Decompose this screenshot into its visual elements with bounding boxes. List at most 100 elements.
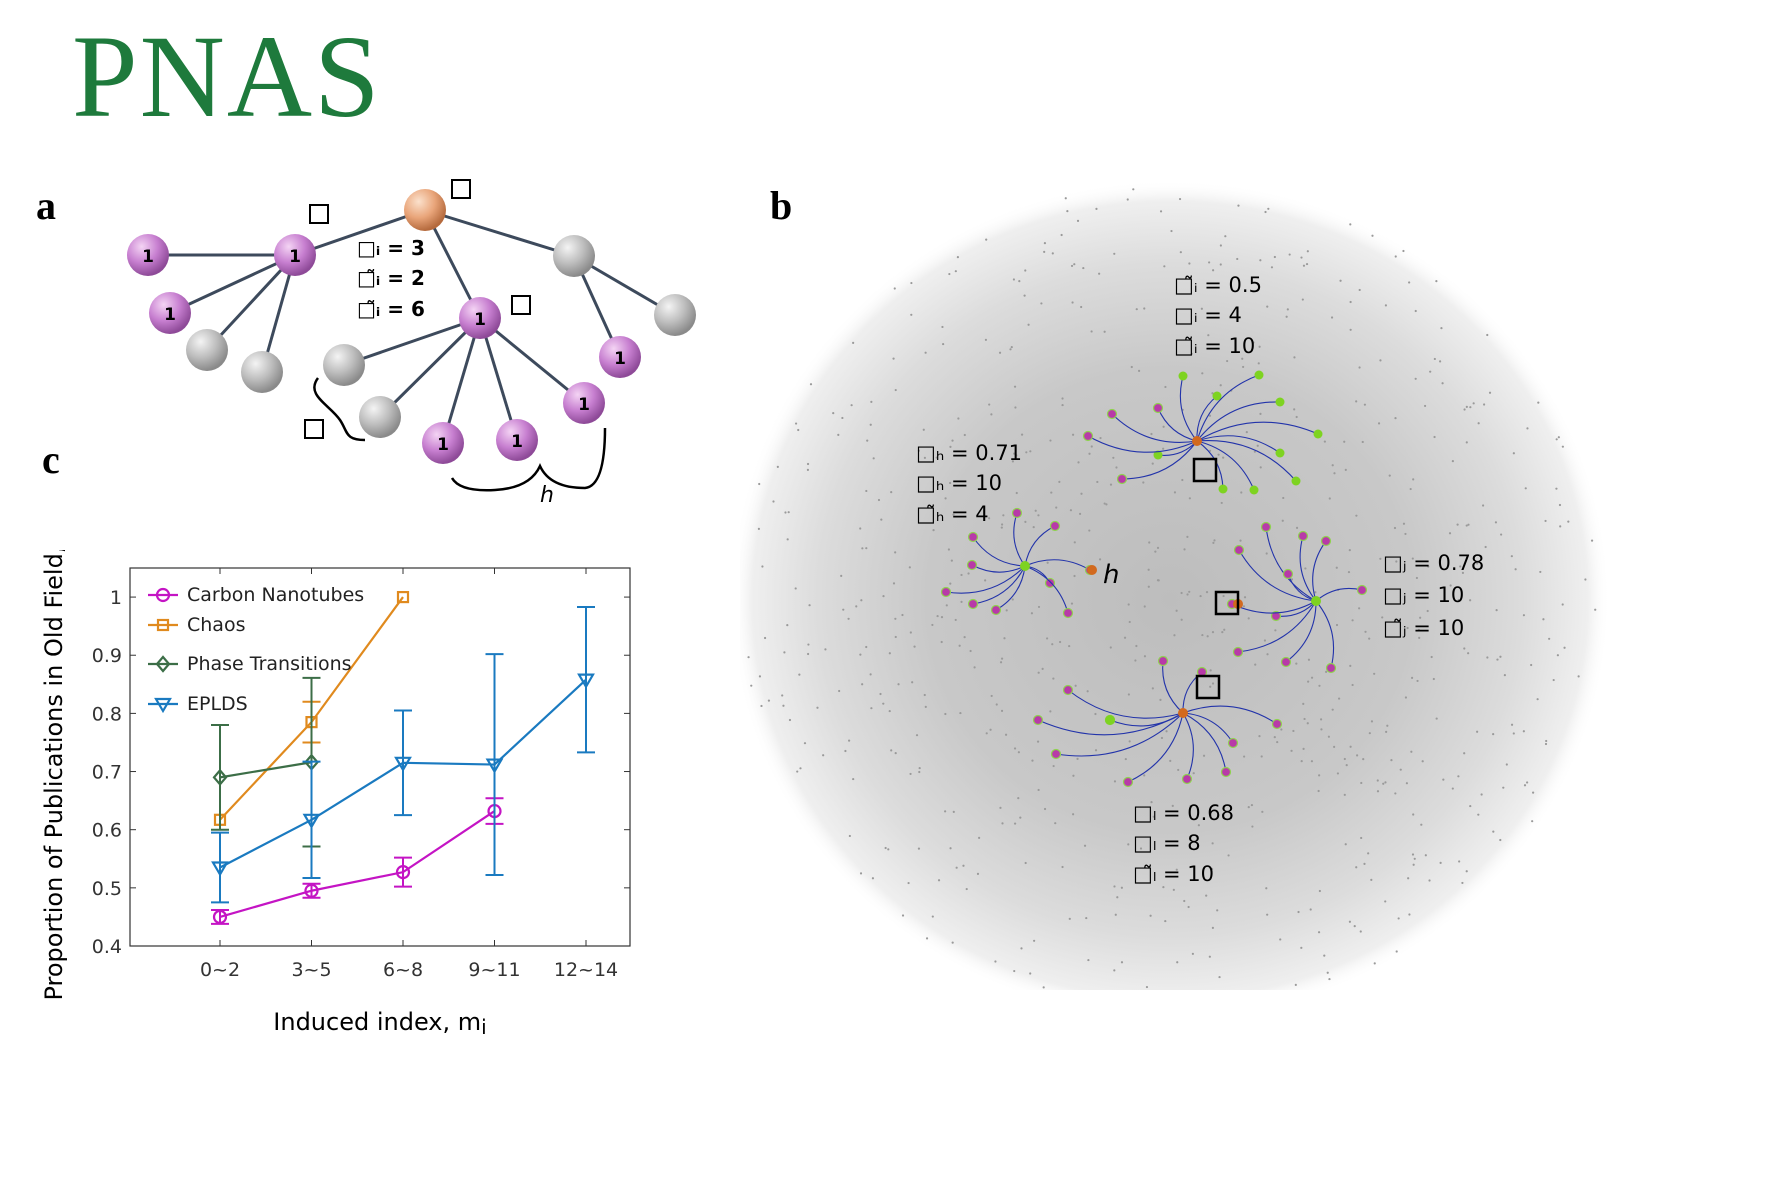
- speckle: [994, 960, 997, 963]
- speckle: [1263, 639, 1267, 642]
- speckle: [1120, 961, 1124, 964]
- speckle: [803, 742, 807, 745]
- magenta-leaf: [966, 559, 978, 571]
- speckle: [1300, 256, 1303, 259]
- speckle: [1495, 609, 1498, 612]
- panel-letter-c: c: [42, 437, 60, 482]
- speckle: [1426, 609, 1429, 613]
- speckle: [1258, 345, 1261, 348]
- speckle: [1001, 822, 1004, 825]
- speckle: [1363, 403, 1367, 406]
- speckle: [1379, 359, 1382, 362]
- brace-left: [313, 377, 366, 442]
- speckle: [908, 566, 911, 569]
- speckle: [1086, 690, 1089, 693]
- speckle: [1259, 259, 1262, 262]
- speckle: [837, 433, 840, 436]
- speckle: [1448, 532, 1452, 535]
- purple-node: 1: [599, 336, 641, 378]
- speckle: [1177, 768, 1180, 772]
- speckle: [1461, 881, 1464, 885]
- data-point: [155, 587, 171, 603]
- speckle: [1113, 252, 1116, 255]
- speckle: [1162, 425, 1165, 428]
- speckle: [747, 656, 750, 659]
- speckle: [1439, 360, 1442, 363]
- data-point: [394, 756, 412, 772]
- speckle: [882, 595, 885, 598]
- speckle: [1043, 242, 1047, 245]
- speckle: [1355, 514, 1358, 517]
- speckle: [1095, 207, 1098, 211]
- speckle: [1270, 266, 1274, 269]
- speckle: [1523, 784, 1527, 787]
- speckle: [949, 481, 952, 485]
- speckle: [958, 644, 961, 647]
- speckle: [807, 643, 810, 646]
- panel-letter-a: a: [36, 183, 56, 228]
- speckle: [1060, 233, 1063, 237]
- speckle: [1159, 210, 1163, 213]
- speckle: [988, 403, 991, 406]
- speckle: [1373, 962, 1376, 965]
- speckle: [957, 417, 960, 420]
- speckle: [1385, 730, 1388, 733]
- speckle: [848, 739, 851, 742]
- speckle: [1435, 279, 1438, 283]
- speckle: [1192, 772, 1195, 775]
- speckle: [1212, 541, 1215, 544]
- speckle: [1162, 447, 1165, 450]
- speckle: [1309, 908, 1312, 911]
- speckle: [1031, 759, 1034, 762]
- speckle: [1071, 433, 1075, 436]
- speckle: [1531, 820, 1534, 823]
- speckle: [1143, 655, 1147, 658]
- speckle: [808, 604, 811, 607]
- speckle: [1325, 670, 1328, 673]
- burst-edge: [1055, 712, 1184, 757]
- speckle: [1331, 464, 1334, 467]
- speckle: [1306, 722, 1309, 725]
- speckle: [1377, 422, 1381, 425]
- speckle: [1433, 357, 1436, 361]
- gray-node: [654, 294, 696, 336]
- speckle: [1250, 803, 1254, 807]
- green-leaf: [1218, 484, 1228, 494]
- speckle: [1494, 521, 1498, 524]
- speckle: [806, 462, 810, 466]
- speckle: [1135, 644, 1138, 648]
- svg-text:1: 1: [474, 310, 486, 330]
- speckle: [1017, 796, 1020, 800]
- speckle: [1252, 341, 1255, 344]
- speckle: [1353, 925, 1356, 928]
- speckle: [1412, 478, 1415, 481]
- gray-node: [323, 344, 365, 386]
- speckle: [1376, 790, 1380, 793]
- speckle: [1051, 252, 1054, 255]
- speckle: [1164, 385, 1167, 389]
- speckle: [1240, 491, 1243, 494]
- speckle: [1418, 636, 1421, 639]
- speckle: [1561, 445, 1564, 448]
- speckle: [1151, 687, 1154, 690]
- y-tick-label: 0.4: [92, 936, 122, 958]
- burst-edge: [1182, 705, 1278, 725]
- speckle: [1304, 567, 1307, 570]
- speckle: [1239, 539, 1242, 542]
- speckle: [1300, 760, 1303, 763]
- speckle: [1212, 269, 1215, 272]
- speckle: [784, 511, 787, 514]
- speckle: [935, 456, 938, 459]
- speckle: [1029, 450, 1032, 453]
- speckle: [1073, 574, 1076, 578]
- speckle: [1510, 555, 1513, 558]
- speckle: [1292, 729, 1295, 733]
- speckle: [1451, 460, 1454, 463]
- speckle: [1148, 541, 1151, 544]
- speckle: [1433, 435, 1436, 439]
- speckle: [1302, 747, 1305, 750]
- speckle: [1526, 781, 1529, 784]
- data-point: [577, 673, 595, 689]
- series-line: [219, 810, 496, 918]
- speckle: [1003, 637, 1006, 640]
